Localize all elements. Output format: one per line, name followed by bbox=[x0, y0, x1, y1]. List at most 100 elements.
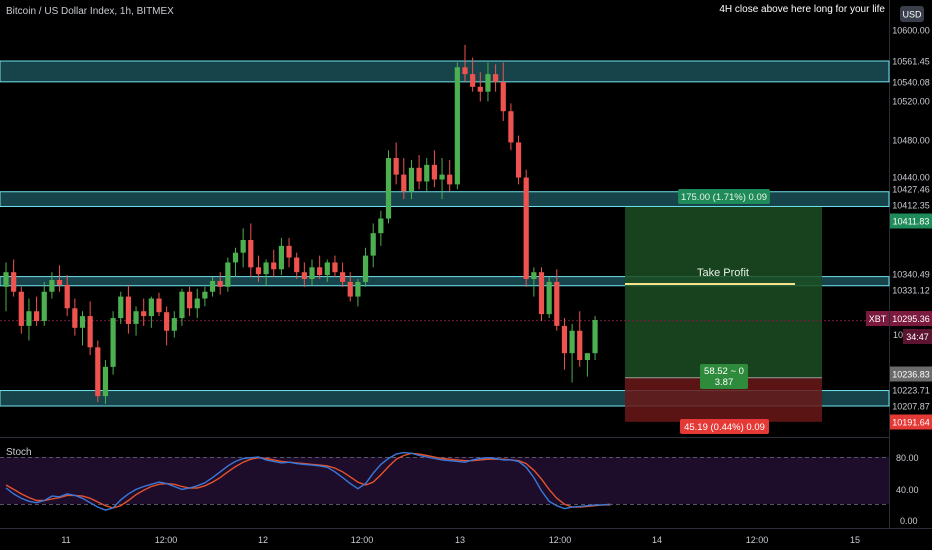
time-axis-label: 12 bbox=[258, 535, 268, 545]
candle-body[interactable] bbox=[102, 366, 109, 397]
candle-body[interactable] bbox=[49, 280, 55, 292]
zone-1[interactable] bbox=[0, 60, 890, 83]
candle-body[interactable] bbox=[125, 296, 131, 324]
candle-body[interactable] bbox=[485, 74, 491, 92]
candle-body[interactable] bbox=[431, 164, 437, 180]
candle-body[interactable] bbox=[278, 245, 284, 270]
candle-body[interactable] bbox=[385, 158, 392, 219]
currency-badge[interactable] bbox=[900, 6, 924, 22]
candle-body[interactable] bbox=[447, 174, 453, 185]
time-axis-label: 12:00 bbox=[351, 535, 374, 545]
candle-body[interactable] bbox=[301, 272, 307, 280]
price-axis-label: 10223.71 bbox=[892, 386, 930, 396]
price-axis-label: 10236.83 bbox=[892, 370, 930, 380]
candle-body[interactable] bbox=[64, 284, 70, 309]
candle-body[interactable] bbox=[378, 218, 384, 234]
candle-body[interactable] bbox=[209, 280, 216, 292]
candle-body[interactable] bbox=[240, 239, 246, 253]
zone-2[interactable] bbox=[0, 191, 890, 207]
candle-body[interactable] bbox=[500, 81, 506, 112]
target-label-box bbox=[678, 189, 770, 204]
candle-body[interactable] bbox=[141, 311, 147, 317]
stoch-k-line[interactable] bbox=[5, 451, 611, 511]
candle-body[interactable] bbox=[493, 74, 499, 82]
candle-body[interactable] bbox=[332, 262, 338, 273]
candle-body[interactable] bbox=[179, 291, 185, 319]
symbol-title[interactable]: Bitcoin / US Dollar Index, 1h, BITMEX bbox=[6, 6, 174, 17]
candle-body[interactable] bbox=[317, 267, 323, 276]
candle-body[interactable] bbox=[18, 291, 24, 326]
candle-body[interactable] bbox=[79, 316, 86, 328]
zone-3[interactable] bbox=[0, 276, 890, 287]
candle-body[interactable] bbox=[401, 174, 407, 192]
candle-body[interactable] bbox=[454, 67, 460, 185]
candle-body[interactable] bbox=[546, 281, 552, 315]
candle-body[interactable] bbox=[87, 316, 93, 348]
candle-body[interactable] bbox=[286, 245, 292, 258]
candle-body[interactable] bbox=[255, 267, 262, 275]
candle-body[interactable] bbox=[148, 298, 154, 317]
candle-body[interactable] bbox=[477, 86, 483, 92]
candle-body[interactable] bbox=[309, 267, 315, 280]
candle-body[interactable] bbox=[362, 255, 369, 282]
candle-body[interactable] bbox=[56, 280, 63, 285]
candle-body[interactable] bbox=[340, 272, 346, 282]
candle-body[interactable] bbox=[408, 167, 415, 192]
candle-body[interactable] bbox=[470, 74, 476, 87]
candle-body[interactable] bbox=[248, 239, 254, 268]
candle-body[interactable] bbox=[538, 272, 545, 315]
candle-body[interactable] bbox=[416, 167, 422, 182]
symbol-tag-label: XBT bbox=[869, 314, 887, 324]
candle-body[interactable] bbox=[561, 325, 568, 354]
candle-body[interactable] bbox=[171, 318, 177, 331]
candle-body[interactable] bbox=[202, 291, 208, 299]
annotation-note[interactable]: 4H close above here long for your life bbox=[719, 4, 885, 15]
candle-body[interactable] bbox=[592, 320, 598, 354]
candle-body[interactable] bbox=[41, 291, 47, 321]
price-axis[interactable] bbox=[889, 0, 932, 550]
candle-body[interactable] bbox=[95, 347, 101, 397]
candle-body[interactable] bbox=[133, 311, 139, 324]
price-axis-label: 10480.00 bbox=[892, 136, 930, 146]
candle-body[interactable] bbox=[118, 296, 124, 319]
candle-body[interactable] bbox=[217, 280, 223, 287]
candle-body[interactable] bbox=[584, 353, 590, 361]
candle-body[interactable] bbox=[110, 318, 116, 367]
time-axis-labels: 11 12:00 12 12:00 13 12:00 14 12:00 15 bbox=[61, 535, 860, 545]
candle-body[interactable] bbox=[34, 311, 40, 321]
time-axis-label: 12:00 bbox=[155, 535, 178, 545]
candle-body[interactable] bbox=[72, 308, 78, 328]
candle-body[interactable] bbox=[569, 330, 575, 354]
candle-body[interactable] bbox=[164, 312, 170, 331]
candle-body[interactable] bbox=[554, 281, 560, 326]
candle-body[interactable] bbox=[370, 233, 376, 256]
candle-body[interactable] bbox=[439, 174, 445, 180]
candle-body[interactable] bbox=[577, 330, 583, 361]
candle-body[interactable] bbox=[232, 252, 239, 263]
candle-body[interactable] bbox=[225, 262, 231, 287]
candle-body[interactable] bbox=[347, 281, 353, 297]
candle-body[interactable] bbox=[523, 177, 529, 280]
candle-body[interactable] bbox=[11, 272, 17, 292]
candle-body[interactable] bbox=[194, 298, 200, 309]
candle-body[interactable] bbox=[355, 281, 361, 297]
candle-body[interactable] bbox=[393, 158, 399, 175]
candle-body[interactable] bbox=[156, 298, 162, 313]
candle-body[interactable] bbox=[294, 257, 300, 273]
stoch-title[interactable]: Stoch bbox=[6, 447, 32, 458]
candle-body[interactable] bbox=[508, 111, 514, 143]
candle-body[interactable] bbox=[187, 291, 193, 309]
candle-body[interactable] bbox=[515, 142, 522, 178]
candle-body[interactable] bbox=[3, 272, 9, 287]
candle-body[interactable] bbox=[462, 67, 468, 75]
candle-body[interactable] bbox=[324, 262, 330, 276]
axis-tag-8 bbox=[890, 213, 932, 229]
profit-zone[interactable] bbox=[625, 206, 822, 378]
candle-body[interactable] bbox=[271, 262, 277, 270]
candle-body[interactable] bbox=[531, 272, 537, 280]
price-axis-labels: 10600.00 10561.45 10540.08 10520.00 10480.00… bbox=[890, 26, 932, 430]
candle-body[interactable] bbox=[263, 262, 269, 275]
candle-body[interactable] bbox=[424, 164, 430, 182]
candle-body[interactable] bbox=[26, 311, 32, 326]
